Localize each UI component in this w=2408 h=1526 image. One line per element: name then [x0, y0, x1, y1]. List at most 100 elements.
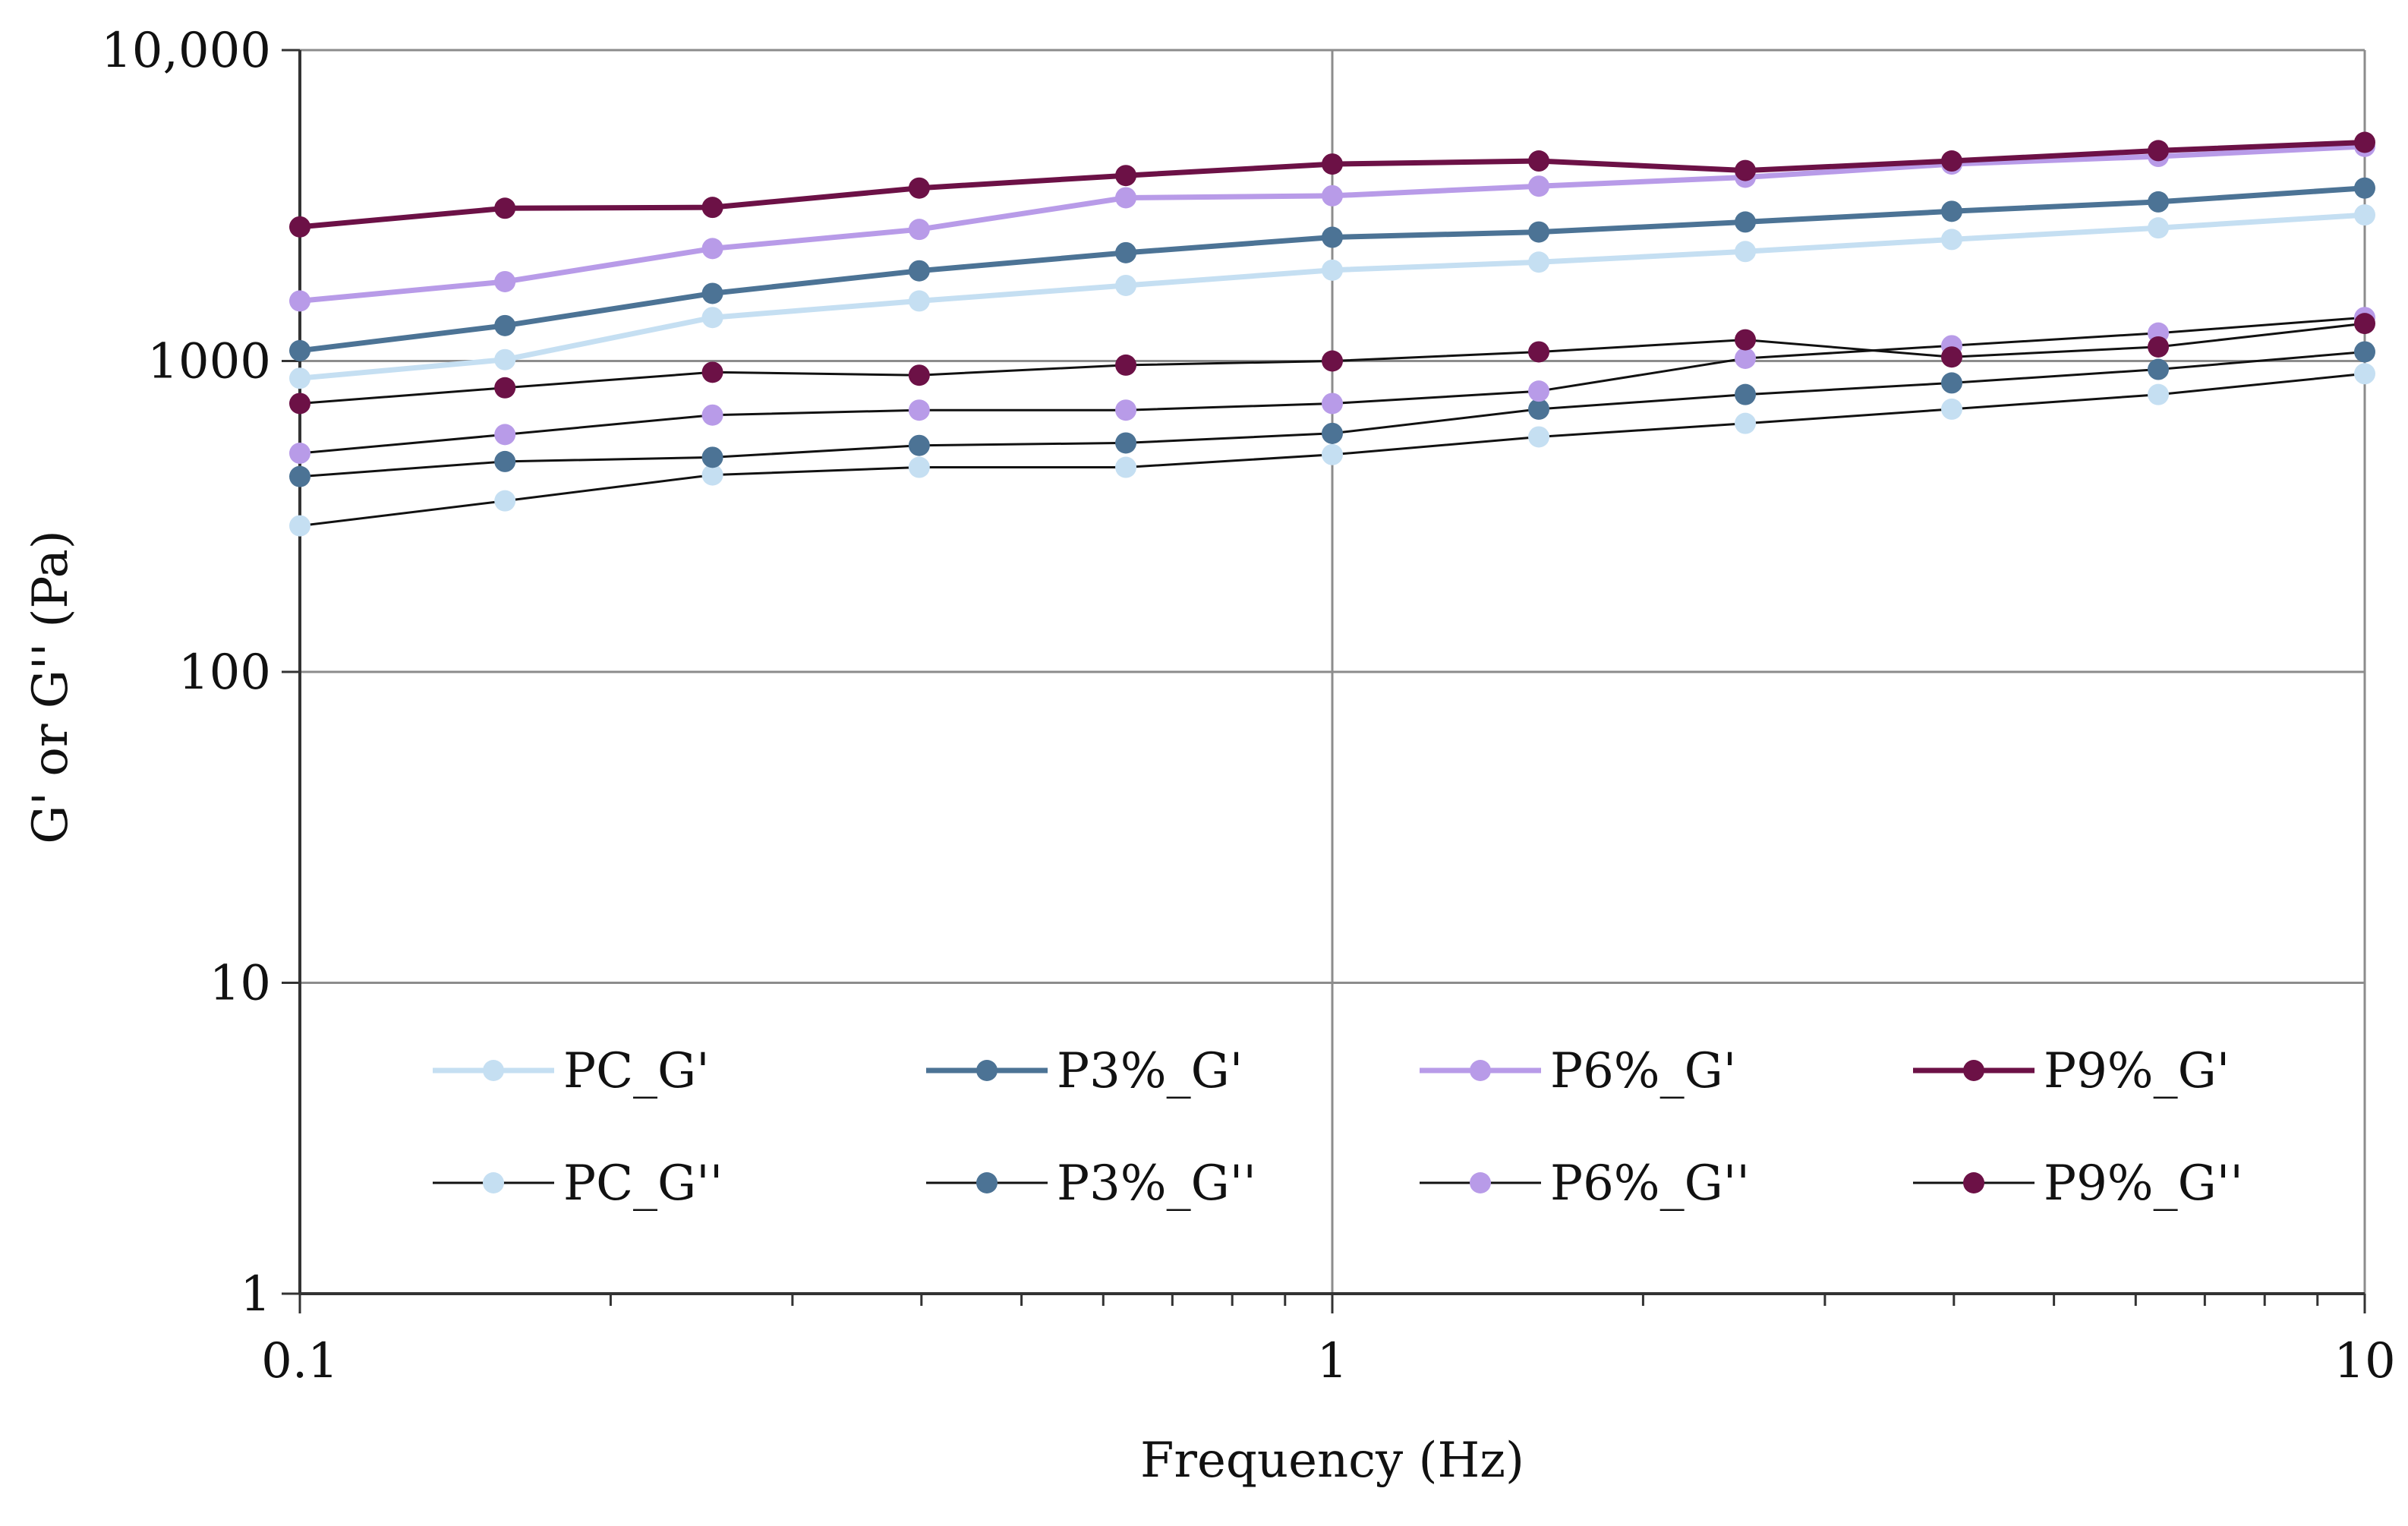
- y-tick-label: 1: [240, 1266, 271, 1323]
- legend-entry-1: PC_G': [433, 1043, 710, 1099]
- legend-entry-4: P9%_G': [1913, 1043, 2230, 1099]
- data-point: [908, 290, 930, 312]
- data-point: [1528, 221, 1550, 243]
- series-7: [289, 307, 2375, 465]
- data-point: [494, 348, 516, 370]
- legend-label: P6%_G': [1550, 1043, 1736, 1099]
- legend-entry-6: P3%_G'': [926, 1156, 1256, 1212]
- data-point: [289, 465, 310, 487]
- legend-label: PC_G'': [563, 1156, 723, 1212]
- data-point: [1322, 422, 1343, 444]
- data-point: [908, 434, 930, 456]
- data-point: [2354, 204, 2375, 226]
- data-point: [1940, 372, 1962, 394]
- data-point: [701, 238, 723, 260]
- data-point: [1940, 346, 1962, 368]
- data-point: [1115, 187, 1137, 209]
- data-point: [1115, 165, 1137, 187]
- data-point: [2148, 336, 2170, 358]
- data-point: [289, 515, 310, 537]
- y-tick-label: 1000: [147, 334, 271, 390]
- data-point: [494, 270, 516, 292]
- data-point: [1940, 200, 1962, 222]
- legend-label: P9%_G'': [2044, 1156, 2243, 1212]
- data-point: [1528, 426, 1550, 448]
- data-point: [2148, 217, 2170, 239]
- data-point: [908, 219, 930, 241]
- data-point: [1115, 241, 1137, 263]
- data-point: [701, 361, 723, 383]
- legend-entry-2: P3%_G': [926, 1043, 1243, 1099]
- legend-label: PC_G': [563, 1043, 710, 1099]
- legend-marker: [483, 1060, 504, 1081]
- data-point: [701, 446, 723, 468]
- y-tick-label: 100: [178, 645, 271, 701]
- data-point: [1940, 229, 1962, 251]
- data-point: [1735, 347, 1757, 369]
- data-point: [1322, 259, 1343, 281]
- data-point: [1735, 241, 1757, 263]
- data-point: [701, 197, 723, 219]
- data-point: [908, 260, 930, 282]
- series-1: [289, 204, 2375, 389]
- legend-entry-7: P6%_G'': [1420, 1156, 1750, 1212]
- series-4: [289, 131, 2375, 238]
- data-point: [289, 290, 310, 312]
- data-point: [1528, 380, 1550, 402]
- legend-label: P3%_G': [1057, 1043, 1243, 1099]
- legend-label: P3%_G'': [1057, 1156, 1256, 1212]
- data-point: [1115, 432, 1137, 454]
- data-point: [1322, 393, 1343, 415]
- data-point: [701, 282, 723, 304]
- data-point: [2354, 177, 2375, 199]
- data-point: [2148, 383, 2170, 405]
- data-point: [2148, 140, 2170, 162]
- data-point: [1735, 329, 1757, 351]
- legend-entry-5: PC_G'': [433, 1156, 723, 1212]
- data-point: [1322, 184, 1343, 207]
- legend-marker: [1470, 1172, 1491, 1193]
- data-point: [494, 377, 516, 399]
- data-point: [1528, 175, 1550, 197]
- data-point: [1115, 274, 1137, 296]
- x-tick-label: 1: [1317, 1333, 1348, 1389]
- data-point: [494, 450, 516, 472]
- legend-marker: [976, 1060, 998, 1081]
- data-point: [908, 177, 930, 199]
- data-point: [1735, 211, 1757, 233]
- series-6: [289, 341, 2375, 487]
- data-point: [701, 464, 723, 486]
- series-8: [289, 313, 2375, 415]
- y-tick-label: 10: [210, 956, 271, 1012]
- legend-marker: [1963, 1060, 1984, 1081]
- y-axis-title: G' or G'' (Pa): [23, 530, 79, 843]
- data-point: [1940, 398, 1962, 420]
- legend-label: P9%_G': [2044, 1043, 2230, 1099]
- data-point: [1322, 226, 1343, 248]
- data-point: [494, 197, 516, 219]
- data-point: [1322, 153, 1343, 175]
- data-point: [2354, 313, 2375, 335]
- data-point: [1940, 150, 1962, 172]
- data-point: [1528, 398, 1550, 420]
- data-point: [2354, 341, 2375, 363]
- data-point: [289, 393, 310, 415]
- data-point: [494, 424, 516, 446]
- series-5: [289, 363, 2375, 537]
- legend-entry-8: P9%_G'': [1913, 1156, 2243, 1212]
- data-point: [1735, 159, 1757, 181]
- legend-marker: [1963, 1172, 1984, 1193]
- legend-marker: [976, 1172, 998, 1193]
- legend-label: P6%_G'': [1550, 1156, 1750, 1212]
- legend-marker: [483, 1172, 504, 1193]
- data-point: [2354, 363, 2375, 385]
- data-point: [908, 364, 930, 386]
- data-point: [1735, 383, 1757, 405]
- legend-entry-3: P6%_G': [1420, 1043, 1736, 1099]
- data-point: [1115, 456, 1137, 478]
- data-point: [2354, 131, 2375, 153]
- data-point: [1528, 150, 1550, 172]
- axis-layer: 1 10 100 1000 10,000 0.1 1 10: [101, 23, 2396, 1389]
- data-point: [1735, 412, 1757, 434]
